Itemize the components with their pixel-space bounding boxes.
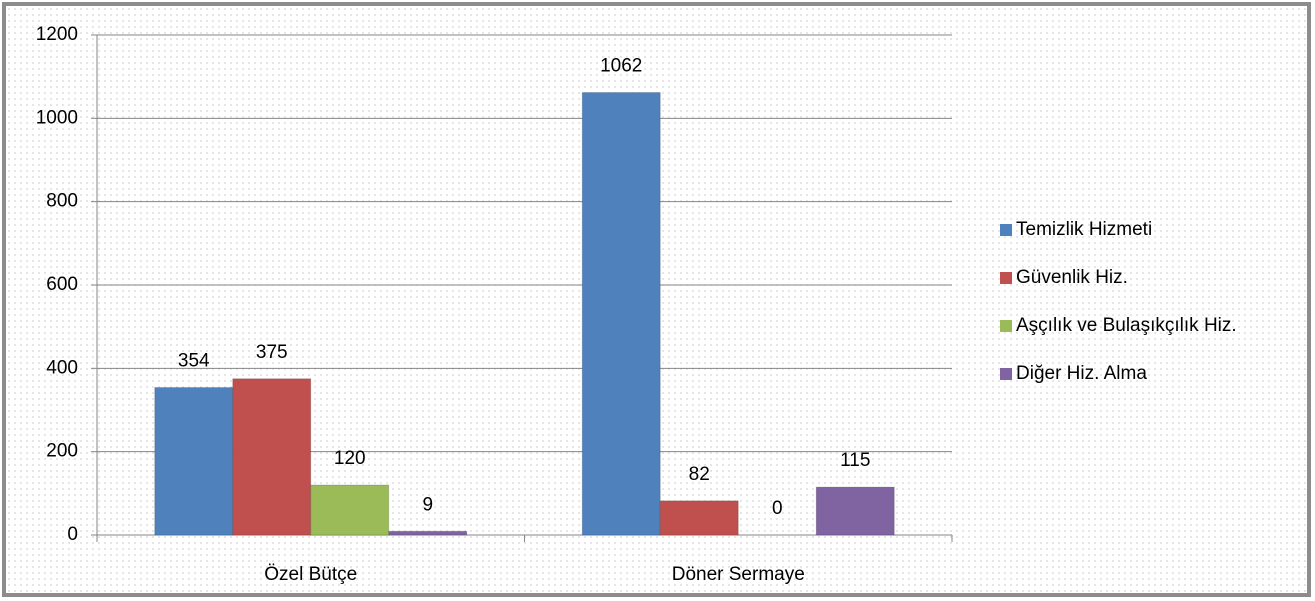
data-label: 1062	[600, 56, 642, 77]
y-tick-label: 1000	[36, 107, 78, 128]
y-tick-label: 600	[46, 274, 78, 295]
y-tick-label: 400	[46, 357, 78, 378]
legend-swatch	[1000, 320, 1012, 332]
legend-label: Temizlik Hizmeti	[1016, 219, 1152, 240]
y-tick-label: 200	[46, 441, 78, 462]
data-label: 354	[178, 351, 210, 372]
data-label: 0	[772, 498, 783, 519]
bar	[310, 484, 390, 536]
legend-swatch	[1000, 224, 1012, 236]
legend-swatch	[1000, 272, 1012, 284]
x-tick-label: Döner Sermaye	[672, 564, 805, 585]
y-tick-label: 0	[67, 524, 78, 545]
bar	[659, 500, 739, 536]
bar	[232, 378, 312, 536]
data-label: 375	[256, 342, 288, 363]
bar	[581, 92, 661, 536]
data-label: 115	[840, 450, 870, 471]
y-tick-label: 1200	[36, 24, 78, 45]
legend-swatch	[1000, 368, 1012, 380]
data-label: 120	[334, 448, 366, 469]
bar	[815, 486, 895, 536]
legend-label: Diğer Hiz. Alma	[1016, 363, 1147, 384]
data-label: 82	[689, 464, 710, 485]
legend-label: Güvenlik Hiz.	[1016, 267, 1128, 288]
legend-label: Aşçılık ve Bulaşıkçılık Hiz.	[1016, 315, 1237, 336]
data-label: 9	[422, 494, 433, 515]
bar	[388, 530, 468, 536]
bar	[154, 387, 234, 536]
y-tick-label: 800	[46, 191, 78, 212]
x-tick-label: Özel Bütçe	[264, 564, 357, 585]
